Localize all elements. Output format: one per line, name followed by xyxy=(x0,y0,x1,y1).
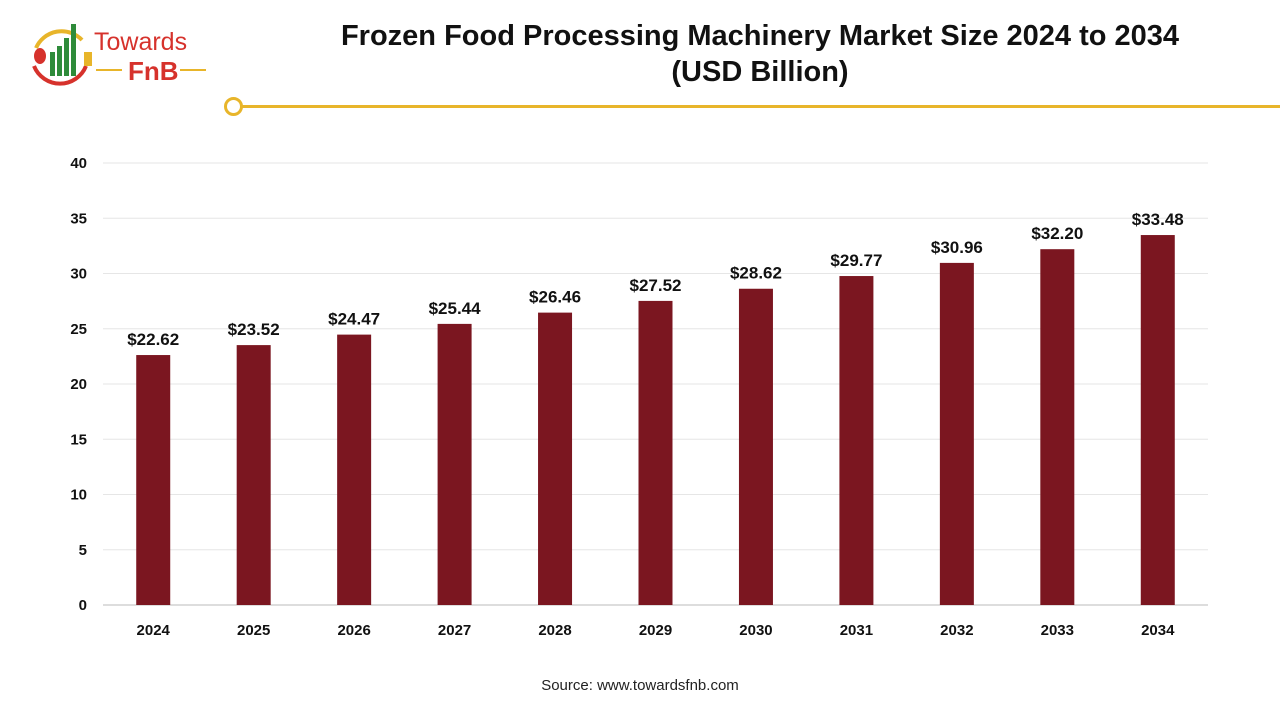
data-label: $24.47 xyxy=(328,310,380,329)
source-note: Source: www.towardsfnb.com xyxy=(541,677,739,694)
bar-2024 xyxy=(136,355,171,605)
bar-2029 xyxy=(638,300,673,605)
subtitle-line: (USD Billion) xyxy=(671,56,849,88)
y-tick-label: 25 xyxy=(70,321,87,338)
bar-2033 xyxy=(1040,249,1075,605)
x-tick-label: 2024 xyxy=(137,622,171,639)
bar-2026 xyxy=(337,334,372,605)
x-tick-label: 2034 xyxy=(1141,622,1175,639)
y-tick-label: 15 xyxy=(70,431,87,448)
y-tick-label: 30 xyxy=(70,266,87,283)
x-tick-label: 2026 xyxy=(337,622,370,639)
bar-2028 xyxy=(538,312,573,605)
y-tick-label: 0 xyxy=(79,597,87,614)
header-rule xyxy=(240,105,1280,108)
data-label: $22.62 xyxy=(127,330,179,349)
towards-fnb-logo: Towards FnB xyxy=(32,24,206,86)
y-tick-label: 40 xyxy=(70,155,87,172)
x-tick-label: 2032 xyxy=(940,622,973,639)
svg-text:Towards: Towards xyxy=(94,28,187,56)
y-tick-label: 10 xyxy=(70,487,87,504)
bar-2027 xyxy=(437,323,472,605)
data-label: $33.48 xyxy=(1132,210,1184,229)
chart-title: Frozen Food Processing Machinery Market … xyxy=(260,18,1260,90)
data-label: $30.96 xyxy=(931,238,983,257)
svg-text:FnB: FnB xyxy=(128,56,179,86)
x-tick-label: 2030 xyxy=(739,622,772,639)
data-label: $25.44 xyxy=(429,299,482,318)
x-tick-label: 2025 xyxy=(237,622,270,639)
data-label: $32.20 xyxy=(1031,224,1083,243)
data-label: $29.77 xyxy=(830,251,882,270)
y-tick-label: 20 xyxy=(70,376,87,393)
x-tick-label: 2027 xyxy=(438,622,471,639)
title-line: Frozen Food Processing Machinery Market … xyxy=(340,20,1180,52)
data-label: $26.46 xyxy=(529,288,581,307)
bar-2034 xyxy=(1140,235,1175,605)
bar-2032 xyxy=(939,262,974,605)
x-tick-label: 2029 xyxy=(639,622,672,639)
bar-2031 xyxy=(839,276,874,605)
data-label: $27.52 xyxy=(630,276,682,295)
x-tick-label: 2028 xyxy=(538,622,571,639)
y-tick-label: 5 xyxy=(79,542,87,559)
x-tick-label: 2031 xyxy=(840,622,873,639)
data-label: $23.52 xyxy=(228,320,280,339)
y-tick-label: 35 xyxy=(70,210,87,227)
header-rule-ring xyxy=(224,97,243,116)
data-label: $28.62 xyxy=(730,264,782,283)
bar-2030 xyxy=(738,288,773,605)
x-tick-label: 2033 xyxy=(1041,622,1074,639)
bar-2025 xyxy=(236,345,271,605)
